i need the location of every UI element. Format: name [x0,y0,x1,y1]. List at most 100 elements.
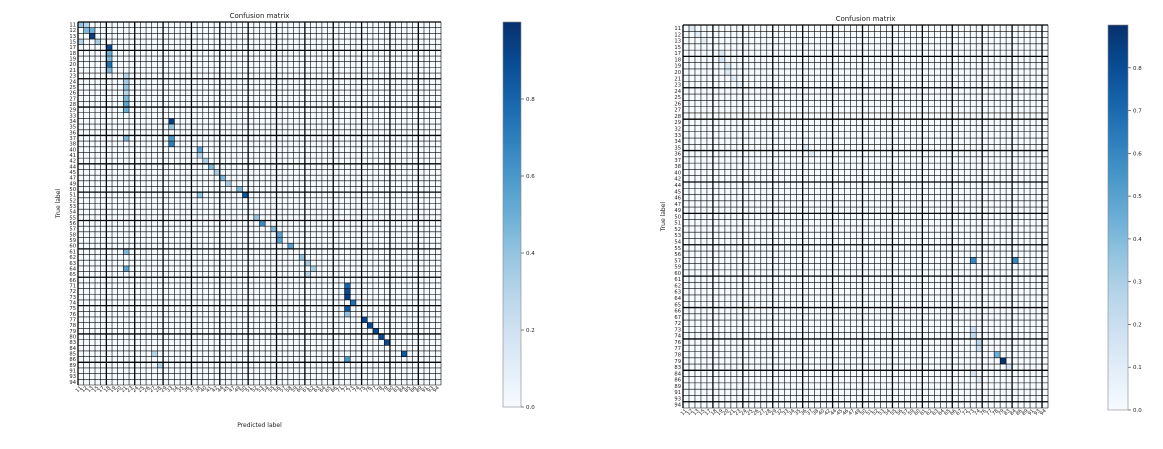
y-tick-label: 37 [69,136,76,142]
y-tick-label: 66 [674,309,681,315]
y-tick-label: 12 [674,32,681,38]
matrix-cell [276,231,283,238]
matrix-cell [197,192,203,198]
x-tick-label: 63 [931,408,940,417]
x-tick-label: 64 [319,385,328,394]
x-tick-label: 59 [290,385,299,394]
matrix-cell [259,220,266,227]
matrix-cell [123,95,130,102]
y-tick-label: 35 [69,125,76,131]
x-tick-label: 76 [364,385,373,394]
y-tick-label: 51 [674,221,681,227]
matrix-cell [994,351,1001,358]
matrix-cell [83,27,90,34]
x-tick-label: 73 [967,408,976,417]
matrix-cell [970,332,977,339]
matrix-cell [78,22,84,28]
y-tick-label: 26 [69,91,76,97]
x-tick-label: 77 [985,408,994,417]
x-tick-label: 27 [148,385,157,394]
y-tick-label: 11 [69,23,76,29]
matrix-cell [106,67,113,74]
y-tick-label: 23 [674,83,681,89]
x-tick-label: 61 [302,385,311,394]
x-tick-label: 65 [324,385,333,394]
matrix-cell [808,150,815,157]
matrix-cell [197,146,203,153]
x-tick-label: 35 [794,408,803,417]
y-tick-label: 77 [674,346,681,352]
y-tick-label: 89 [674,384,681,390]
x-tick-label: 91 [1027,408,1036,417]
y-tick-label: 94 [69,380,76,386]
y-tick-label: 27 [674,108,681,114]
y-tick-label: 52 [674,227,681,233]
matrix-cell [310,265,317,272]
x-tick-label: 40 [199,385,208,394]
y-tick-label: 35 [674,145,681,151]
y-tick-label: 93 [69,374,76,380]
matrix-cell [83,22,90,28]
y-tick-label: 24 [69,79,76,85]
x-tick-label: 72 [961,408,970,417]
x-tick-label: 52 [250,385,259,394]
x-tick-label: 75 [358,385,367,394]
y-tick-label: 27 [69,96,76,102]
y-tick-label: 51 [69,193,76,199]
y-tick-label: 20 [674,70,681,76]
x-tick-label: 74 [353,385,362,394]
x-tick-label: 66 [330,385,339,394]
y-tick-label: 74 [69,300,76,306]
matrix-cell [350,299,356,306]
matrix-cell [802,144,809,151]
y-tick-label: 57 [69,227,76,233]
matrix-cell [724,68,731,76]
matrix-cell [151,350,158,357]
x-tick-label: 12 [80,385,89,394]
y-tick-label: 44 [69,164,76,170]
x-tick-label: 84 [398,385,407,394]
y-tick-label: 47 [674,202,681,208]
colorbar-tick-label: 0.6 [1133,151,1142,157]
colorbar-tick-label: 0.2 [1133,322,1142,328]
y-tick-label: 38 [69,142,76,148]
y-tick-label: 46 [674,196,681,202]
x-tick-label: 29 [160,385,169,394]
x-tick-label: 18 [710,408,719,417]
colorbar-tick-label: 0.1 [1133,365,1142,371]
matrix-cell [976,338,983,346]
y-tick-label: 41 [69,153,76,159]
y-tick-label: 50 [674,214,681,220]
x-tick-label: 44 [829,408,838,417]
matrix-cell [123,101,130,108]
matrix-cell [270,226,277,232]
y-tick-label: 86 [69,357,76,363]
y-tick-label: 54 [674,239,681,245]
colorbar-tick-label: 0.4 [526,251,535,257]
x-tick-label: 54 [262,385,271,394]
matrix-cell [344,356,351,363]
x-tick-label: 25 [746,408,755,417]
y-tick-label: 42 [674,177,681,183]
x-axis-label: Predicted label [237,422,282,429]
y-tick-label: 63 [674,290,681,296]
y-tick-label: 15 [674,45,681,51]
y-tick-label: 21 [674,76,681,82]
cells [78,22,407,368]
x-tick-label: 38 [811,408,820,417]
gridlines [682,24,1049,409]
matrix-cell [106,50,113,57]
y-tick-label: 17 [69,45,76,51]
colorbar-tick-label: 0.8 [526,97,535,103]
y-tick-label: 26 [674,101,681,107]
y-axis-label: True label [55,189,62,219]
matrix-cell [157,362,164,368]
x-tick-label: 28 [154,385,163,394]
y-tick-label: 78 [69,323,76,329]
x-tick-label: 42 [823,408,832,417]
x-tick-label: 50 [239,385,248,394]
y-tick-label: 78 [674,353,681,359]
left-chart: Confusion matrix 11 12 13 15 17 18 19 20 21 23 24 25… [0,0,580,445]
colorbar-tick-label: 0.0 [1133,408,1142,414]
matrix-cell [694,31,701,38]
